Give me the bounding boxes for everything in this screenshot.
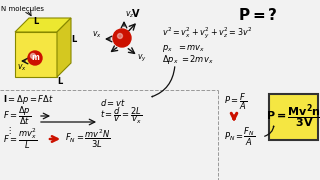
- Circle shape: [28, 51, 42, 65]
- FancyBboxPatch shape: [269, 94, 318, 140]
- Circle shape: [117, 33, 123, 39]
- Circle shape: [113, 29, 131, 47]
- Text: $\mathbf{I} = \Delta p = F\Delta t$: $\mathbf{I} = \Delta p = F\Delta t$: [3, 93, 54, 107]
- Text: $F = \dfrac{\Delta p}{\Delta t}$: $F = \dfrac{\Delta p}{\Delta t}$: [3, 105, 31, 127]
- Text: L: L: [33, 17, 39, 26]
- Text: $d = vt$: $d = vt$: [100, 96, 126, 107]
- Text: $\vdots$: $\vdots$: [5, 125, 12, 136]
- Text: V: V: [132, 9, 140, 19]
- Text: $P_N = \dfrac{F_N}{A}$: $P_N = \dfrac{F_N}{A}$: [224, 126, 255, 148]
- Text: m: m: [31, 53, 39, 62]
- Text: $F = \dfrac{mv_x^2}{L}$: $F = \dfrac{mv_x^2}{L}$: [3, 127, 38, 151]
- Text: $\mathbf{P = \dfrac{Mv^2n}{3V}}$: $\mathbf{P = \dfrac{Mv^2n}{3V}}$: [266, 103, 320, 131]
- Text: L: L: [57, 76, 63, 86]
- Polygon shape: [57, 18, 71, 77]
- Polygon shape: [15, 18, 71, 32]
- Circle shape: [30, 53, 36, 59]
- Text: N molecules: N molecules: [1, 6, 44, 12]
- Text: $F_N = \dfrac{mv^2N}{3L}$: $F_N = \dfrac{mv^2N}{3L}$: [65, 128, 110, 150]
- Text: $P = \dfrac{F}{A}$: $P = \dfrac{F}{A}$: [224, 92, 247, 112]
- FancyArrowPatch shape: [265, 126, 274, 136]
- Text: $v_x$: $v_x$: [92, 29, 102, 39]
- FancyArrowPatch shape: [152, 67, 175, 97]
- Polygon shape: [15, 32, 57, 77]
- Text: $\mathbf{P = ?}$: $\mathbf{P = ?}$: [238, 7, 278, 23]
- Text: $v_x$: $v_x$: [17, 63, 27, 73]
- Text: $t = \dfrac{d}{v} = \dfrac{2L}{v_x}$: $t = \dfrac{d}{v} = \dfrac{2L}{v_x}$: [100, 106, 142, 126]
- Text: $v_y$: $v_y$: [137, 53, 147, 64]
- Text: $v_z$: $v_z$: [125, 9, 135, 19]
- Text: $v^2 = v_x^2 + v_y^2 + v_z^2 = 3v^2$: $v^2 = v_x^2 + v_y^2 + v_z^2 = 3v^2$: [162, 25, 252, 41]
- Text: $\Delta p_x\ =2mv_x$: $\Delta p_x\ =2mv_x$: [162, 53, 214, 66]
- Text: L: L: [71, 35, 76, 44]
- Text: $p_x\ \ = mv_x$: $p_x\ \ = mv_x$: [162, 42, 205, 53]
